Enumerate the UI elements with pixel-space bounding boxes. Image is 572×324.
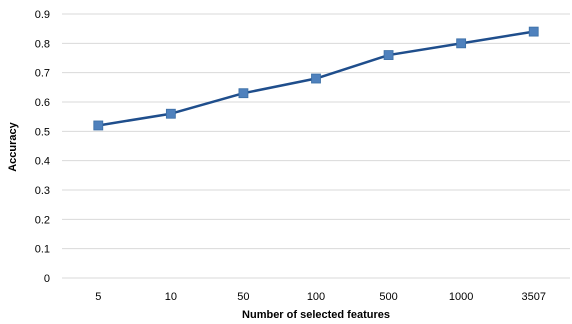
y-tick-label: 0.9 <box>35 9 50 21</box>
x-tick-label: 3507 <box>521 291 545 303</box>
y-tick-label: 0.6 <box>35 97 50 109</box>
y-tick-label: 0.5 <box>35 126 50 138</box>
y-tick-label: 0.4 <box>35 156 50 168</box>
data-point-marker <box>383 50 394 60</box>
x-tick-label: 5 <box>95 291 101 303</box>
y-tick-label: 0.7 <box>35 68 50 80</box>
x-axis-title: Number of selected features <box>242 309 390 321</box>
y-tick-label: 0 <box>44 273 50 285</box>
data-point-marker <box>165 108 176 119</box>
y-axis-title: Accuracy <box>7 121 19 171</box>
data-point-marker <box>238 88 249 99</box>
y-tick-label: 0.2 <box>35 214 50 226</box>
series <box>93 26 539 131</box>
data-point-marker <box>93 120 104 131</box>
y-tick-label: 0.3 <box>35 185 50 197</box>
data-point-marker <box>528 26 539 37</box>
data-point-marker <box>311 73 321 84</box>
x-tick-label: 1000 <box>449 291 473 303</box>
y-tick-label: 0.8 <box>35 38 50 50</box>
y-tick-label: 0.1 <box>35 244 50 256</box>
x-axis-ticks: 5 10 50 100 500 1000 3507 <box>95 291 546 303</box>
x-tick-label: 50 <box>237 291 249 303</box>
x-tick-label: 100 <box>307 291 325 303</box>
x-tick-label: 10 <box>165 291 177 303</box>
y-axis-ticks: 0 0.1 0.2 0.3 0.4 0.5 0.6 0.7 0.8 0.9 <box>35 9 50 285</box>
gridlines <box>62 13 570 279</box>
x-tick-label: 500 <box>379 291 397 303</box>
data-point-marker <box>456 38 467 49</box>
